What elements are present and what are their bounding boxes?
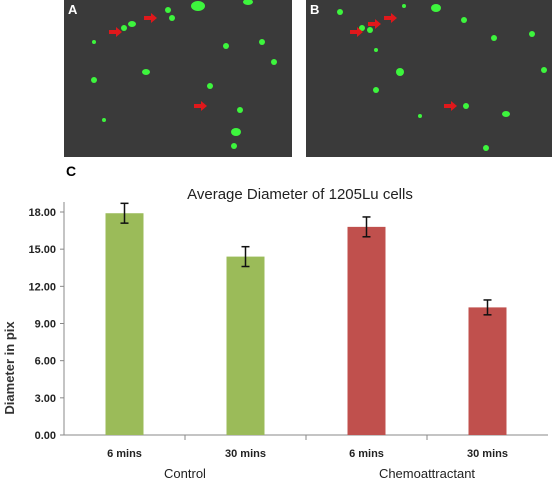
x-tick-label: 30 mins bbox=[467, 448, 508, 460]
cells-a-cell-11 bbox=[207, 83, 213, 89]
bar-chart: Average Diameter of 1205Lu cells Diamete… bbox=[2, 186, 548, 481]
x-tick-label: 6 mins bbox=[107, 448, 142, 460]
cells-b-cell-7 bbox=[396, 68, 404, 76]
cells-b-cell-3 bbox=[431, 4, 441, 12]
cells-a-cell-2 bbox=[165, 7, 171, 13]
y-tick-label: 15.00 bbox=[28, 244, 56, 256]
cells-a-cell-7 bbox=[92, 40, 96, 44]
cells-b-cell-15 bbox=[374, 48, 378, 52]
cells-a-cell-16 bbox=[102, 118, 106, 122]
cells-b-arrow-0 bbox=[350, 27, 363, 37]
cells-a-arrow-1 bbox=[144, 13, 157, 23]
y-tick-label: 6.00 bbox=[35, 356, 56, 368]
cells-b-cell-0 bbox=[359, 25, 365, 31]
cells-b-cell-11 bbox=[418, 114, 422, 118]
cells-b-cell-8 bbox=[373, 87, 379, 93]
cells-a-cell-6 bbox=[259, 39, 265, 45]
group-label-0: Control bbox=[164, 466, 206, 481]
y-tick-label: 18.00 bbox=[28, 207, 56, 219]
chart-bars bbox=[105, 202, 507, 435]
cells-a-cell-10 bbox=[271, 59, 277, 65]
y-axis-label: Diameter in pix bbox=[2, 321, 17, 415]
cells-b-cell-2 bbox=[402, 4, 406, 8]
y-tick-label: 3.00 bbox=[35, 393, 56, 405]
y-tick-label: 9.00 bbox=[35, 319, 56, 331]
cells-b-cell-9 bbox=[483, 145, 489, 151]
cells-b-cell-13 bbox=[502, 111, 510, 117]
bar-0 bbox=[105, 213, 144, 435]
x-tick-label: 30 mins bbox=[225, 448, 266, 460]
panel-c-label: C bbox=[66, 163, 77, 179]
chart-labels: 0.00 3.00 6.00 9.00 12.00 15.00 18.00 6 mins 30 … bbox=[28, 207, 508, 481]
micrograph-panel-b: B bbox=[306, 0, 552, 157]
cells-b-cell-6 bbox=[529, 31, 535, 37]
cells-a-cell-1 bbox=[128, 21, 136, 27]
cells-b-cell-14 bbox=[337, 9, 343, 15]
cells-a-cell-0 bbox=[121, 25, 127, 31]
cells-b-cell-5 bbox=[491, 35, 497, 41]
group-label-1: Chemoattractant bbox=[379, 466, 475, 481]
chart-axes bbox=[60, 202, 548, 440]
cells-a-cell-4 bbox=[243, 0, 253, 5]
micrograph-b-cells bbox=[337, 4, 547, 151]
cells-a-cell-15 bbox=[169, 15, 175, 21]
cells-a-cell-14 bbox=[231, 143, 237, 149]
bar-2 bbox=[347, 226, 386, 435]
cells-a-cell-13 bbox=[231, 128, 241, 136]
x-tick-label: 6 mins bbox=[349, 448, 384, 460]
panel-a-label: A bbox=[68, 2, 78, 17]
bar-1 bbox=[226, 256, 265, 435]
chart-title: Average Diameter of 1205Lu cells bbox=[187, 186, 413, 203]
cells-a-cell-9 bbox=[91, 77, 97, 83]
bar-3 bbox=[468, 307, 507, 435]
cells-a-arrow-0 bbox=[109, 27, 122, 37]
cells-b-arrow-1 bbox=[368, 19, 381, 29]
cells-a-cell-12 bbox=[237, 107, 243, 113]
cells-b-cell-1 bbox=[367, 27, 373, 33]
cells-a-cell-5 bbox=[223, 43, 229, 49]
cells-b-arrow-2 bbox=[384, 13, 397, 23]
cells-b-cell-12 bbox=[463, 103, 469, 109]
y-tick-label: 12.00 bbox=[28, 281, 56, 293]
micrograph-panel-a: A bbox=[64, 0, 292, 157]
cells-b-cell-10 bbox=[541, 67, 547, 73]
cells-b-arrow-3 bbox=[444, 101, 457, 111]
cells-b-cell-4 bbox=[461, 17, 467, 23]
y-tick-label: 0.00 bbox=[35, 430, 56, 442]
panel-b-label: B bbox=[310, 2, 320, 17]
cells-a-arrow-2 bbox=[194, 101, 207, 111]
micrograph-a-cells bbox=[91, 0, 277, 149]
cells-a-cell-8 bbox=[142, 69, 150, 75]
cells-a-cell-3 bbox=[191, 1, 205, 11]
